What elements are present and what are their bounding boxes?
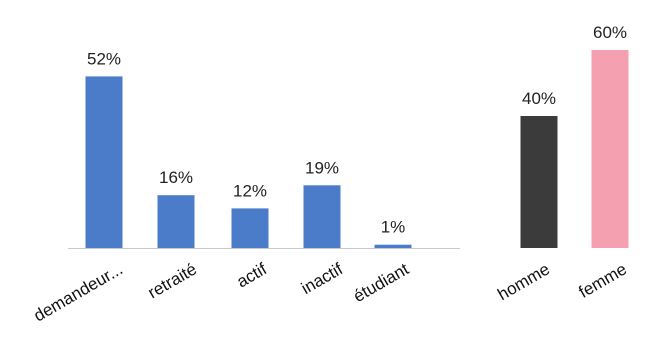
category-label-1: retraité bbox=[145, 259, 200, 302]
bar-6 bbox=[591, 50, 629, 248]
category-label-3: inactif bbox=[298, 259, 346, 298]
bar-3 bbox=[303, 185, 341, 248]
bar-5 bbox=[520, 116, 558, 248]
value-label-5: 40% bbox=[522, 89, 556, 108]
value-label-2: 12% bbox=[233, 181, 267, 200]
value-label-1: 16% bbox=[159, 168, 193, 187]
bar-4 bbox=[374, 244, 412, 248]
bar-1 bbox=[157, 195, 195, 248]
category-label-5: homme bbox=[494, 259, 553, 304]
category-label-0: demandeur... bbox=[31, 259, 126, 325]
category-label-6: femme bbox=[575, 259, 630, 301]
category-label-4: étudiant bbox=[350, 259, 412, 306]
bar-2 bbox=[231, 208, 269, 248]
value-label-0: 52% bbox=[87, 49, 121, 68]
category-label-2: actif bbox=[233, 259, 270, 291]
value-label-4: 1% bbox=[381, 218, 406, 237]
bar-0 bbox=[85, 76, 123, 249]
value-label-6: 60% bbox=[593, 23, 627, 42]
value-label-3: 19% bbox=[305, 158, 339, 177]
